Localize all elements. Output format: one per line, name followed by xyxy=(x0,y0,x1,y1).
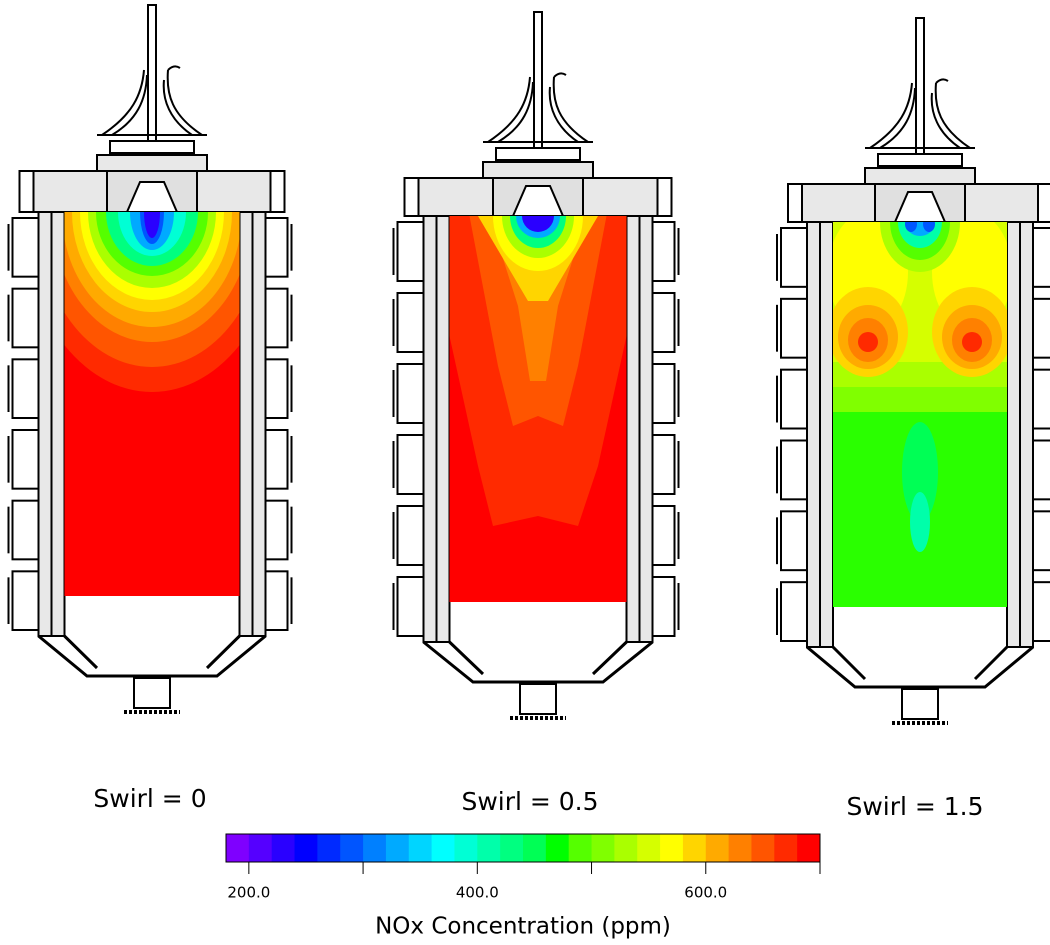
color-band xyxy=(660,834,683,862)
color-band xyxy=(751,834,774,862)
color-band xyxy=(295,834,318,862)
port-box xyxy=(13,289,39,348)
port-box xyxy=(653,435,675,494)
color-band xyxy=(454,834,477,862)
port-box xyxy=(1033,582,1050,641)
port-box xyxy=(1033,370,1050,429)
port-box xyxy=(1033,228,1050,287)
port-box xyxy=(781,370,807,429)
hopper xyxy=(424,642,653,682)
panel-label: Swirl = 0 xyxy=(93,784,206,813)
port-box xyxy=(13,501,39,560)
port-box xyxy=(266,359,288,418)
top-cap-left xyxy=(20,171,34,212)
port-box xyxy=(653,293,675,352)
panel-label: Swirl = 0.5 xyxy=(461,787,598,816)
port-box xyxy=(1033,441,1050,500)
port-box xyxy=(653,364,675,423)
port-box xyxy=(398,506,424,565)
contour-field xyxy=(450,161,627,602)
port-box xyxy=(13,430,39,489)
contour xyxy=(962,332,982,352)
color-band xyxy=(477,834,500,862)
flange xyxy=(496,148,580,160)
tick-label: 600.0 xyxy=(684,884,727,902)
top-cap-left xyxy=(405,178,419,216)
color-band xyxy=(386,834,409,862)
outlet xyxy=(520,684,556,714)
hopper xyxy=(807,647,1033,687)
port-box xyxy=(1033,299,1050,358)
color-band xyxy=(249,834,272,862)
color-band xyxy=(523,834,546,862)
color-band xyxy=(226,834,249,862)
port-box xyxy=(398,435,424,494)
colorbar-label: NOx Concentration (ppm) xyxy=(375,914,671,940)
color-band xyxy=(592,834,615,862)
port-box xyxy=(398,577,424,636)
outlet xyxy=(134,678,170,708)
figure: Swirl = 0 Swirl = 0.5 Swirl = 1.5 NOx Co… xyxy=(0,0,1050,945)
top-cap-right xyxy=(658,178,672,216)
port-box xyxy=(653,577,675,636)
hopper xyxy=(39,636,266,676)
color-band xyxy=(729,834,752,862)
flange xyxy=(110,141,194,153)
color-band xyxy=(317,834,340,862)
port-box xyxy=(13,218,39,277)
port-box xyxy=(266,501,288,560)
top-cap-right xyxy=(1038,184,1050,222)
port-box xyxy=(266,430,288,489)
top-cap-left xyxy=(788,184,802,222)
flange xyxy=(878,154,962,166)
port-box xyxy=(781,299,807,358)
port-box xyxy=(266,218,288,277)
color-band xyxy=(637,834,660,862)
color-band xyxy=(614,834,637,862)
header xyxy=(97,155,207,171)
port-box xyxy=(13,359,39,418)
contour xyxy=(910,492,930,552)
color-band xyxy=(409,834,432,862)
port-box xyxy=(653,506,675,565)
port-box xyxy=(13,571,39,630)
tick-label: 400.0 xyxy=(456,884,499,902)
outlet xyxy=(902,689,938,719)
port-box xyxy=(266,289,288,348)
port-box xyxy=(653,222,675,281)
color-band xyxy=(340,834,363,862)
port-box xyxy=(398,293,424,352)
color-band xyxy=(797,834,820,862)
color-band xyxy=(706,834,729,862)
color-band xyxy=(272,834,295,862)
port-box xyxy=(781,441,807,500)
top-cap-right xyxy=(271,171,285,212)
color-band xyxy=(683,834,706,862)
color-band xyxy=(363,834,386,862)
color-band xyxy=(432,834,455,862)
contour-field xyxy=(828,172,1012,607)
header xyxy=(865,168,975,184)
panel-label: Swirl = 1.5 xyxy=(846,792,983,821)
port-box xyxy=(398,222,424,281)
color-band xyxy=(500,834,523,862)
contour xyxy=(858,332,878,352)
header xyxy=(483,162,593,178)
port-box xyxy=(1033,511,1050,570)
port-box xyxy=(781,228,807,287)
color-band xyxy=(569,834,592,862)
color-band xyxy=(546,834,569,862)
color-band xyxy=(774,834,797,862)
port-box xyxy=(781,582,807,641)
tick-label: 200.0 xyxy=(227,884,270,902)
port-box xyxy=(398,364,424,423)
port-box xyxy=(781,511,807,570)
port-box xyxy=(266,571,288,630)
